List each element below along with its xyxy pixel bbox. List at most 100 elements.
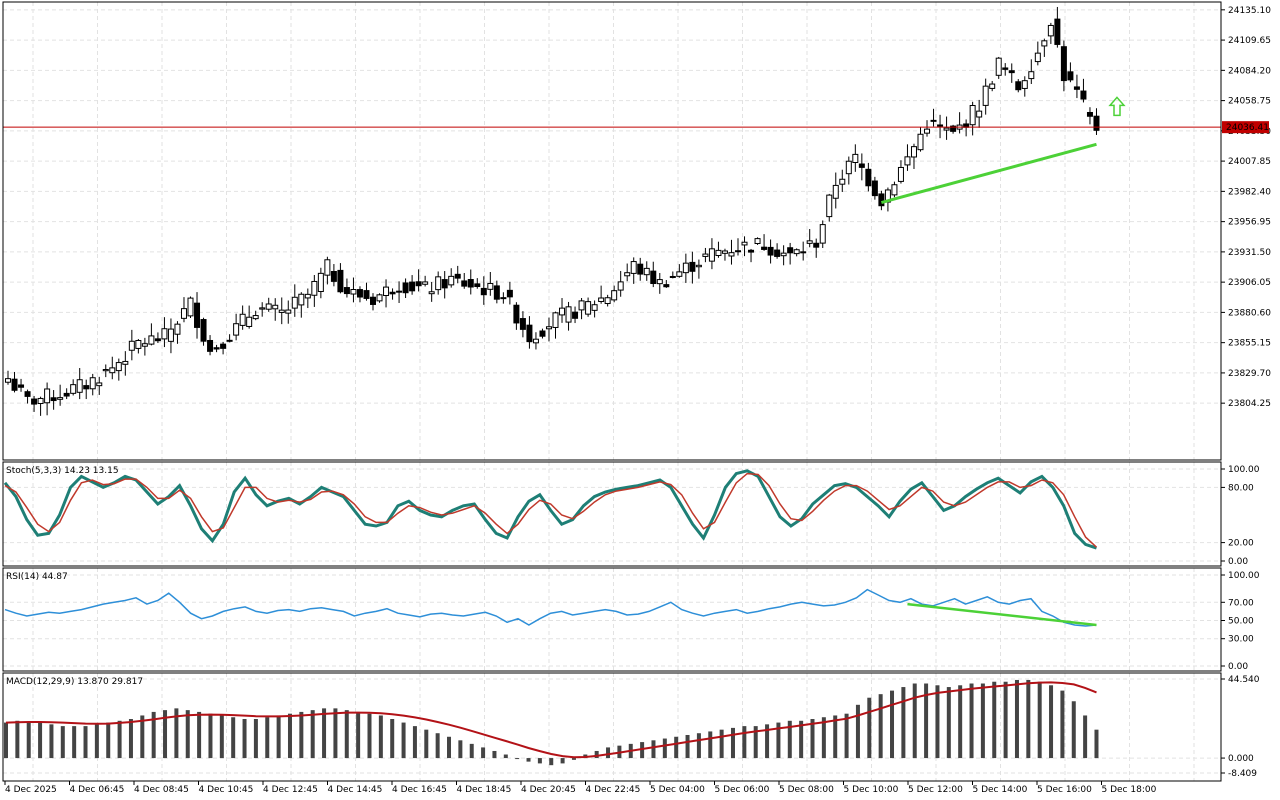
candle xyxy=(376,293,383,303)
macd-bar xyxy=(640,742,645,759)
candle-body xyxy=(689,261,696,272)
stochastic-panel[interactable]: 100.00 80.00 20.00 0.00 Stoch(5,3,3) 14.23 1… xyxy=(2,461,1260,567)
x-tick-label: 4 Dec 16:45 xyxy=(392,785,447,795)
candle-body xyxy=(995,57,1002,76)
candle-body xyxy=(976,110,983,118)
macd-bar xyxy=(38,722,43,759)
y-tick-label: 24135.10 xyxy=(1228,6,1271,16)
macd-bar xyxy=(980,683,985,759)
macd-bar xyxy=(299,711,304,759)
macd-bar xyxy=(867,697,872,759)
candle xyxy=(591,300,598,318)
macd-panel[interactable]: 44.540 0.000 -8.409 MACD(12,29,9) 13.870 29… xyxy=(2,672,1260,782)
candle-body xyxy=(135,339,142,349)
y-tick-label: 23906.05 xyxy=(1228,278,1271,288)
rsi-panel[interactable]: 100.00 70.00 50.00 30.00 0.00 RSI(14) 44.87 xyxy=(2,567,1260,672)
candle-body xyxy=(422,281,429,285)
candle-body xyxy=(246,316,253,327)
price-panel[interactable]: 24135.1024109.6524084.2024058.7524033.30… xyxy=(2,1,1271,461)
macd-bar xyxy=(481,747,486,759)
macd-bar xyxy=(401,722,406,759)
macd-bar xyxy=(424,729,429,759)
candle xyxy=(578,297,585,320)
candle xyxy=(11,371,18,393)
price-frame xyxy=(2,1,1222,461)
candle-body xyxy=(1067,71,1074,81)
candle xyxy=(1015,79,1022,93)
candle-body xyxy=(441,279,448,289)
candle xyxy=(239,305,246,330)
candle xyxy=(735,238,741,256)
candle-body xyxy=(285,309,292,314)
candle-body xyxy=(89,377,96,390)
y-tick-label: 23855.15 xyxy=(1228,339,1271,349)
candle xyxy=(774,243,781,259)
candle xyxy=(265,297,272,312)
candle xyxy=(441,271,448,299)
y-tick-label: 80.00 xyxy=(1228,483,1254,493)
candle-body xyxy=(1041,40,1048,47)
macd-bar xyxy=(662,738,667,759)
candle-body xyxy=(1021,80,1028,89)
macd-bar xyxy=(526,758,531,762)
candle-body xyxy=(539,330,546,337)
macd-bar xyxy=(208,713,213,759)
candle xyxy=(656,273,663,294)
candle xyxy=(70,379,77,396)
candle xyxy=(989,80,996,92)
candle xyxy=(839,169,846,193)
macd-bar xyxy=(435,733,440,759)
candle-body xyxy=(70,384,77,394)
panel-title: RSI(14) 44.87 xyxy=(6,572,68,582)
candle-body xyxy=(702,253,709,257)
macd-bar xyxy=(26,722,31,759)
candle-body xyxy=(454,273,461,279)
candle xyxy=(226,334,233,343)
candle xyxy=(128,329,135,361)
macd-bar xyxy=(253,719,258,759)
x-tick-label: 5 Dec 16:00 xyxy=(1037,785,1092,795)
candle xyxy=(852,144,859,172)
y-tick-label: 44.540 xyxy=(1228,675,1260,685)
macd-bar xyxy=(83,726,88,759)
candle xyxy=(454,265,461,284)
candle-body xyxy=(37,397,44,405)
macd-bar xyxy=(231,717,236,759)
candle xyxy=(337,263,344,294)
candle xyxy=(695,259,702,279)
macd-bar xyxy=(469,743,474,759)
candle-body xyxy=(559,307,566,316)
candle xyxy=(572,306,579,324)
macd-bar xyxy=(49,724,54,759)
x-tick-label: 4 Dec 10:45 xyxy=(199,785,254,795)
candle xyxy=(409,275,416,295)
candle-body xyxy=(304,293,311,299)
x-tick-label: 4 Dec 22:45 xyxy=(586,785,641,795)
candle-body xyxy=(982,85,989,106)
candle xyxy=(18,378,25,392)
candle-body xyxy=(1060,46,1067,82)
candle xyxy=(350,277,357,303)
candle xyxy=(865,162,872,192)
macd-bar xyxy=(1003,681,1008,759)
candle xyxy=(878,190,885,211)
macd-bar xyxy=(219,715,224,759)
candle xyxy=(897,160,904,184)
candle xyxy=(285,300,292,324)
candle-body xyxy=(774,249,781,257)
candle-body xyxy=(904,156,911,166)
candle xyxy=(643,261,650,281)
candle xyxy=(63,388,70,400)
candle xyxy=(154,332,161,343)
current-price-label: 24036.41 xyxy=(1226,123,1269,133)
macd-bar xyxy=(708,731,713,759)
candle xyxy=(370,293,376,311)
candle-body xyxy=(1047,24,1054,37)
panel-frame xyxy=(2,461,1222,567)
candle-body xyxy=(324,259,331,276)
x-tick-label: 5 Dec 14:00 xyxy=(973,785,1028,795)
candle-body xyxy=(330,270,337,282)
macd-bar xyxy=(855,704,860,759)
candle-body xyxy=(1054,18,1061,45)
